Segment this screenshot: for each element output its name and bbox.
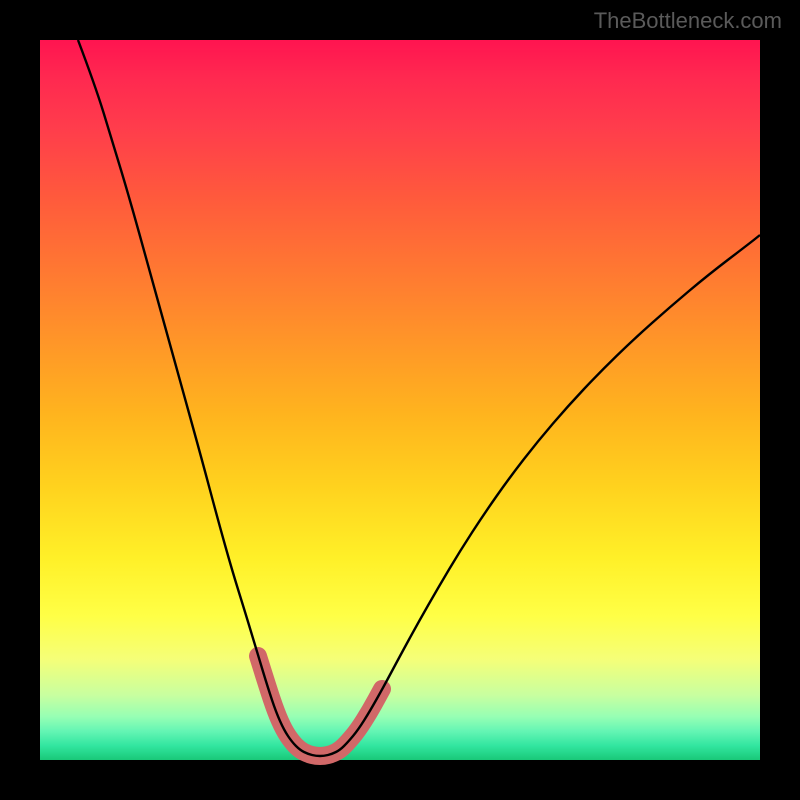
bottleneck-curve bbox=[78, 40, 760, 756]
curve-layer bbox=[40, 40, 760, 760]
plot-area bbox=[40, 40, 760, 760]
chart-outer-frame: TheBottleneck.com bbox=[0, 0, 800, 800]
watermark-text: TheBottleneck.com bbox=[594, 8, 782, 34]
bottleneck-highlight-band bbox=[258, 656, 382, 756]
